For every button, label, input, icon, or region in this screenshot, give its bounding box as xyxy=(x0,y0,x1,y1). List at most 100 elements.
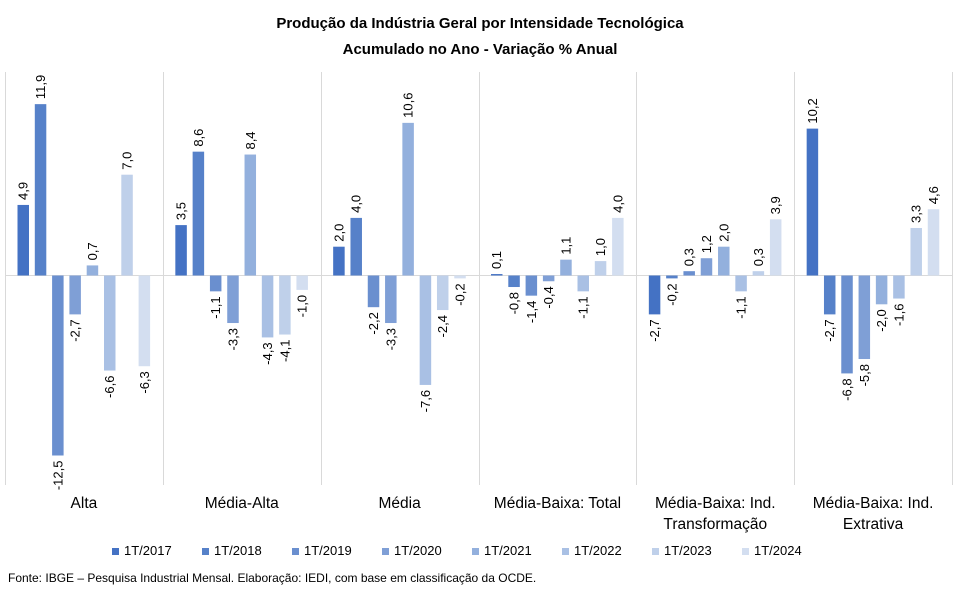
bar-1t-2023-media-baixa-ind-transformacao xyxy=(752,271,765,276)
data-label: -3,3 xyxy=(225,328,240,350)
bar-1t-2018-media-baixa-ind-extrativa xyxy=(823,275,836,315)
data-label: 4,0 xyxy=(349,195,364,213)
data-label: -4,3 xyxy=(260,342,275,364)
data-label: -0,4 xyxy=(541,286,556,308)
data-label: -1,1 xyxy=(734,296,749,318)
data-label: -1,6 xyxy=(891,304,906,326)
source-note: Fonte: IBGE – Pesquisa Industrial Mensal… xyxy=(8,571,537,585)
bar-1t-2023-media xyxy=(436,275,449,311)
bar-1t-2021-media-baixa-ind-transformacao xyxy=(718,246,730,276)
legend-swatch-1t-2017 xyxy=(112,548,119,555)
bar-1t-2022-alta xyxy=(104,275,116,371)
bar-1t-2020-media-alta xyxy=(227,275,239,324)
bar-1t-2024-media-baixa-total xyxy=(612,217,624,276)
bar-1t-2022-media-baixa-ind-transformacao xyxy=(735,275,747,292)
bar-1t-2021-media-baixa-total xyxy=(560,259,572,276)
bar-1t-2024-media-baixa-ind-extrativa xyxy=(927,209,940,276)
legend-label-1t-2018: 1T/2018 xyxy=(214,543,262,558)
legend-label-1t-2017: 1T/2017 xyxy=(124,543,172,558)
data-label: -0,8 xyxy=(507,292,522,314)
data-label: -0,2 xyxy=(664,283,679,305)
data-label: -0,2 xyxy=(453,283,468,305)
data-label: 0,3 xyxy=(751,248,766,266)
data-label: -2,0 xyxy=(874,309,889,331)
bar-1t-2023-media-alta xyxy=(279,275,291,335)
data-label: 1,1 xyxy=(558,237,573,255)
data-label: 8,6 xyxy=(191,129,206,147)
bar-1t-2018-media xyxy=(350,217,362,276)
legend-label-1t-2024: 1T/2024 xyxy=(754,543,802,558)
data-label: 11,9 xyxy=(33,75,48,99)
legend-swatch-1t-2020 xyxy=(382,548,389,555)
legend-swatch-1t-2024 xyxy=(742,548,749,555)
bar-1t-2017-media-alta xyxy=(175,225,187,276)
legend-label-1t-2022: 1T/2022 xyxy=(574,543,622,558)
data-label: -2,7 xyxy=(647,319,662,341)
legend-label-1t-2019: 1T/2019 xyxy=(304,543,352,558)
data-label: -1,4 xyxy=(524,301,539,323)
legend-label-1t-2020: 1T/2020 xyxy=(394,543,442,558)
bar-1t-2018-media-baixa-ind-transformacao xyxy=(666,275,678,279)
legend: 1T/2017 1T/2018 1T/2019 1T/2020 1T/2021 1T/20… xyxy=(112,543,802,558)
data-label: 2,0 xyxy=(331,224,346,242)
bar-1t-2023-media-baixa-total xyxy=(594,261,607,276)
bar-1t-2017-alta xyxy=(17,204,29,276)
data-label: -1,0 xyxy=(295,295,310,317)
bar-1t-2020-media-baixa-total xyxy=(542,275,555,282)
bar-1t-2022-media-alta xyxy=(261,275,274,338)
category-label-media-baixa-ind-transformacao: Transformação xyxy=(663,516,767,533)
bar-1t-2021-media xyxy=(402,122,414,276)
data-label: 1,2 xyxy=(699,235,714,253)
bar-1t-2019-media-alta xyxy=(209,275,222,292)
category-label-media-alta: Média-Alta xyxy=(205,495,279,512)
bar-1t-2019-media-baixa-total xyxy=(525,275,538,296)
data-label: 4,0 xyxy=(610,195,625,213)
data-label: 3,9 xyxy=(768,196,783,214)
category-label-media-baixa-ind-transformacao: Média-Baixa: Ind. xyxy=(655,495,776,512)
data-label: 0,1 xyxy=(489,251,504,269)
data-label: 3,3 xyxy=(909,205,924,223)
bar-1t-2020-alta xyxy=(69,275,81,315)
category-label-media-baixa-ind-extrativa: Média-Baixa: Ind. xyxy=(813,495,934,512)
data-label: 8,4 xyxy=(243,131,258,149)
bar-1t-2022-media-baixa-ind-extrativa xyxy=(893,275,905,299)
bar-1t-2022-media xyxy=(419,275,432,385)
bar-1t-2018-alta xyxy=(34,104,47,276)
data-label: -2,7 xyxy=(68,319,83,341)
bar-1t-2019-alta xyxy=(52,275,64,456)
bar-1t-2021-media-baixa-ind-extrativa xyxy=(875,275,888,305)
data-label: 10,2 xyxy=(805,98,820,123)
legend-swatch-1t-2019 xyxy=(292,548,299,555)
bar-1t-2020-media xyxy=(385,275,397,324)
bar-1t-2019-media-baixa-ind-extrativa xyxy=(841,275,853,374)
legend-label-1t-2021: 1T/2021 xyxy=(484,543,532,558)
data-label: 0,3 xyxy=(682,248,697,266)
bar-1t-2024-alta xyxy=(138,275,151,367)
bar-1t-2018-media-alta xyxy=(192,151,205,276)
bar-1t-2018-media-baixa-total xyxy=(508,275,520,288)
bar-1t-2021-media-alta xyxy=(244,154,257,276)
data-label: -7,6 xyxy=(418,390,433,412)
legend-swatch-1t-2018 xyxy=(202,548,209,555)
plot-area: Alta Média-Alta Média Média-Baixa: Total Méd… xyxy=(5,72,953,533)
chart-subtitle: Acumulado no Ano - Variação % Anual xyxy=(343,41,618,58)
legend-swatch-1t-2022 xyxy=(562,548,569,555)
data-label: -6,8 xyxy=(840,378,855,400)
data-label: -12,5 xyxy=(50,461,65,491)
bar-1t-2020-media-baixa-ind-extrativa xyxy=(858,275,871,360)
bar-1t-2021-alta xyxy=(86,265,99,276)
data-label: -2,7 xyxy=(822,319,837,341)
legend-label-1t-2023: 1T/2023 xyxy=(664,543,712,558)
bar-1t-2023-alta xyxy=(121,174,133,276)
category-label-media-baixa-ind-extrativa: Extrativa xyxy=(843,516,904,533)
data-label: 10,6 xyxy=(401,93,416,118)
data-label: -2,4 xyxy=(435,315,450,337)
bar-1t-2024-media-baixa-ind-transformacao xyxy=(769,219,782,276)
data-label: 3,5 xyxy=(174,202,189,220)
bar-1t-2020-media-baixa-ind-transformacao xyxy=(700,258,713,276)
category-label-media-baixa-total: Média-Baixa: Total xyxy=(494,495,621,512)
data-label: 4,6 xyxy=(926,186,941,204)
category-label-alta: Alta xyxy=(71,495,98,512)
bar-1t-2017-media-baixa-ind-transformacao xyxy=(648,275,661,315)
